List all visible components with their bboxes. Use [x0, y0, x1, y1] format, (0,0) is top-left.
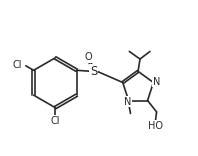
Text: N: N [124, 97, 132, 107]
Text: Cl: Cl [12, 60, 22, 70]
Text: Cl: Cl [50, 116, 60, 126]
Text: N: N [153, 77, 161, 87]
Text: HO: HO [148, 121, 163, 131]
Text: S: S [90, 65, 97, 78]
Text: O: O [85, 52, 92, 62]
